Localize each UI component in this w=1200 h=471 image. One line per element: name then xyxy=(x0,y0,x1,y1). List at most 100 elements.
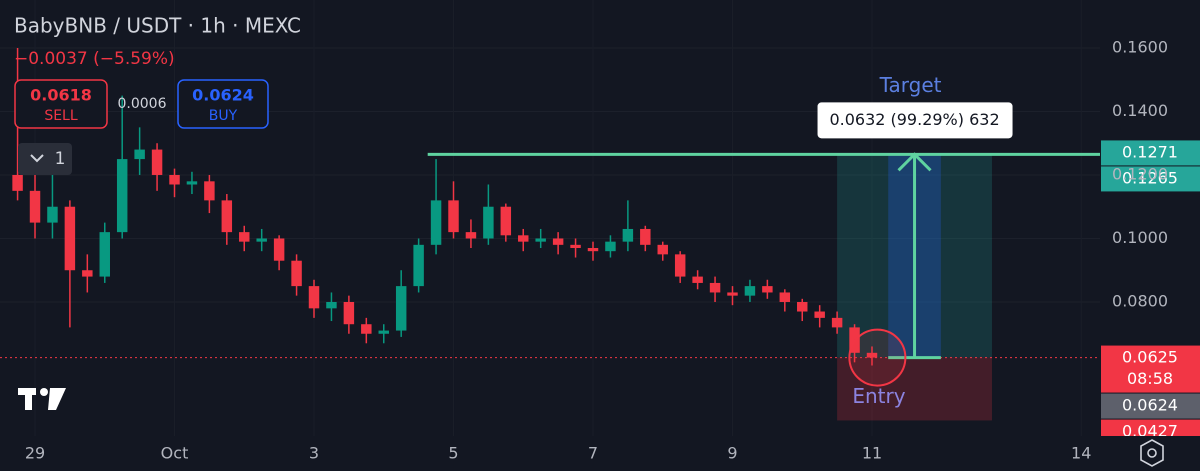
candle-body xyxy=(762,286,773,293)
price-tag xyxy=(1101,140,1200,166)
candle-body xyxy=(343,301,355,325)
price-tag-label: 0.1265 xyxy=(1122,168,1178,187)
candle-body xyxy=(239,232,250,242)
candle-body xyxy=(570,244,581,249)
price-tag xyxy=(1101,393,1200,419)
candle-body xyxy=(116,159,128,233)
candle-body xyxy=(518,235,529,242)
x-tick-label: 11 xyxy=(862,444,882,463)
entry-label: Entry xyxy=(852,384,905,408)
buy-label[interactable]: BUY xyxy=(209,108,238,124)
candle-body xyxy=(831,317,843,328)
candle-body xyxy=(814,311,825,318)
indicators-toggle[interactable] xyxy=(18,143,72,175)
x-tick-label: 14 xyxy=(1071,444,1091,463)
settings-button[interactable] xyxy=(1140,439,1164,467)
candle-body xyxy=(186,181,198,185)
price-tag xyxy=(1101,345,1200,393)
candle-body xyxy=(587,248,599,252)
x-tick-label: Oct xyxy=(161,444,189,463)
buy-price[interactable]: 0.0624 xyxy=(192,86,254,105)
candle-body xyxy=(692,276,703,283)
y-axis: 0.1600 0.1400 0.1200 0.1000 0.0800 xyxy=(1112,37,1168,310)
price-tag-label: 0.0427 xyxy=(1122,422,1178,441)
symbol-title: BabyBNB / USDT · 1h · MEXC xyxy=(14,14,301,38)
candle-body xyxy=(29,190,41,223)
candle-body xyxy=(99,232,110,277)
y-tick-label: 0.1000 xyxy=(1112,228,1168,247)
indicators-count[interactable]: 1 xyxy=(55,149,66,169)
candle-body xyxy=(448,200,459,233)
candle-body xyxy=(12,174,23,191)
candle-body xyxy=(779,292,791,302)
sell-button[interactable] xyxy=(14,79,108,129)
candle-body xyxy=(151,149,163,175)
candle-body xyxy=(256,238,267,242)
stats-box xyxy=(817,102,1013,139)
candle-body xyxy=(134,149,145,160)
price-tag-label: 0.0625 xyxy=(1122,348,1178,367)
candle-body xyxy=(797,301,808,312)
candle-body xyxy=(744,286,756,296)
x-axis: 29 Oct 3 5 7 9 11 14 xyxy=(25,444,1092,463)
countdown-label: 08:58 xyxy=(1127,369,1173,388)
overlay: Target 0.0632 (99.29%) 632 Entry xyxy=(0,73,1100,408)
candle-body xyxy=(622,228,634,242)
candle-body xyxy=(308,286,320,309)
price-change: −0.0037 (−5.59%) xyxy=(14,49,175,69)
x-tick-label: 9 xyxy=(727,444,737,463)
price-tags: 0.1271 0.1265 0.0625 08:58 0.0624 0.0427 xyxy=(1101,140,1200,441)
y-tick-label: 0.1600 xyxy=(1112,37,1168,56)
candle-body xyxy=(709,282,721,293)
entry-marker[interactable] xyxy=(848,328,907,387)
sell-label[interactable]: SELL xyxy=(44,108,78,124)
candle-body xyxy=(47,206,58,223)
candle-body xyxy=(169,174,180,185)
candle-body xyxy=(727,292,738,296)
price-tag xyxy=(1101,166,1200,192)
candle-body xyxy=(413,244,424,287)
candle-body xyxy=(500,206,512,236)
arrow-head xyxy=(897,152,932,172)
candle-body xyxy=(221,200,233,233)
x-tick-label: 5 xyxy=(448,444,458,463)
x-tick-label: 29 xyxy=(25,444,45,463)
y-tick-label: 0.1400 xyxy=(1112,101,1168,120)
candle-body xyxy=(535,238,546,242)
candle-body xyxy=(552,238,564,245)
chevron-icon xyxy=(30,154,44,163)
x-tick-label: 7 xyxy=(588,444,598,463)
x-tick-label: 3 xyxy=(309,444,319,463)
candle-body xyxy=(326,301,337,309)
candle-body xyxy=(657,244,668,255)
candle-body xyxy=(273,238,285,261)
y-tick-label: 0.0800 xyxy=(1112,291,1168,310)
candle-body xyxy=(605,241,616,252)
candle-body xyxy=(866,352,878,358)
candle-body xyxy=(82,270,93,277)
logo xyxy=(18,388,66,410)
candle-body xyxy=(640,228,651,245)
candle-body xyxy=(483,206,494,239)
spread: 0.0006 xyxy=(118,96,167,112)
y-tick-label: 0.1200 xyxy=(1112,164,1168,183)
candles xyxy=(12,47,878,366)
candle-body xyxy=(361,324,372,334)
candle-body xyxy=(430,200,442,245)
candle-body xyxy=(395,286,407,331)
price-tag-label: 0.0624 xyxy=(1122,396,1178,415)
candle-body xyxy=(378,330,389,334)
buy-button[interactable] xyxy=(177,79,269,129)
price-tag xyxy=(1101,419,1200,436)
target-label: Target xyxy=(879,73,942,97)
candle-body xyxy=(465,232,477,239)
stats-label: 0.0632 (99.29%) 632 xyxy=(829,110,999,129)
candle-body xyxy=(64,206,76,271)
stop-zone[interactable] xyxy=(837,357,992,421)
candle-body xyxy=(291,260,302,287)
sell-price[interactable]: 0.0618 xyxy=(30,86,92,105)
price-tag-label: 0.1271 xyxy=(1122,142,1178,161)
